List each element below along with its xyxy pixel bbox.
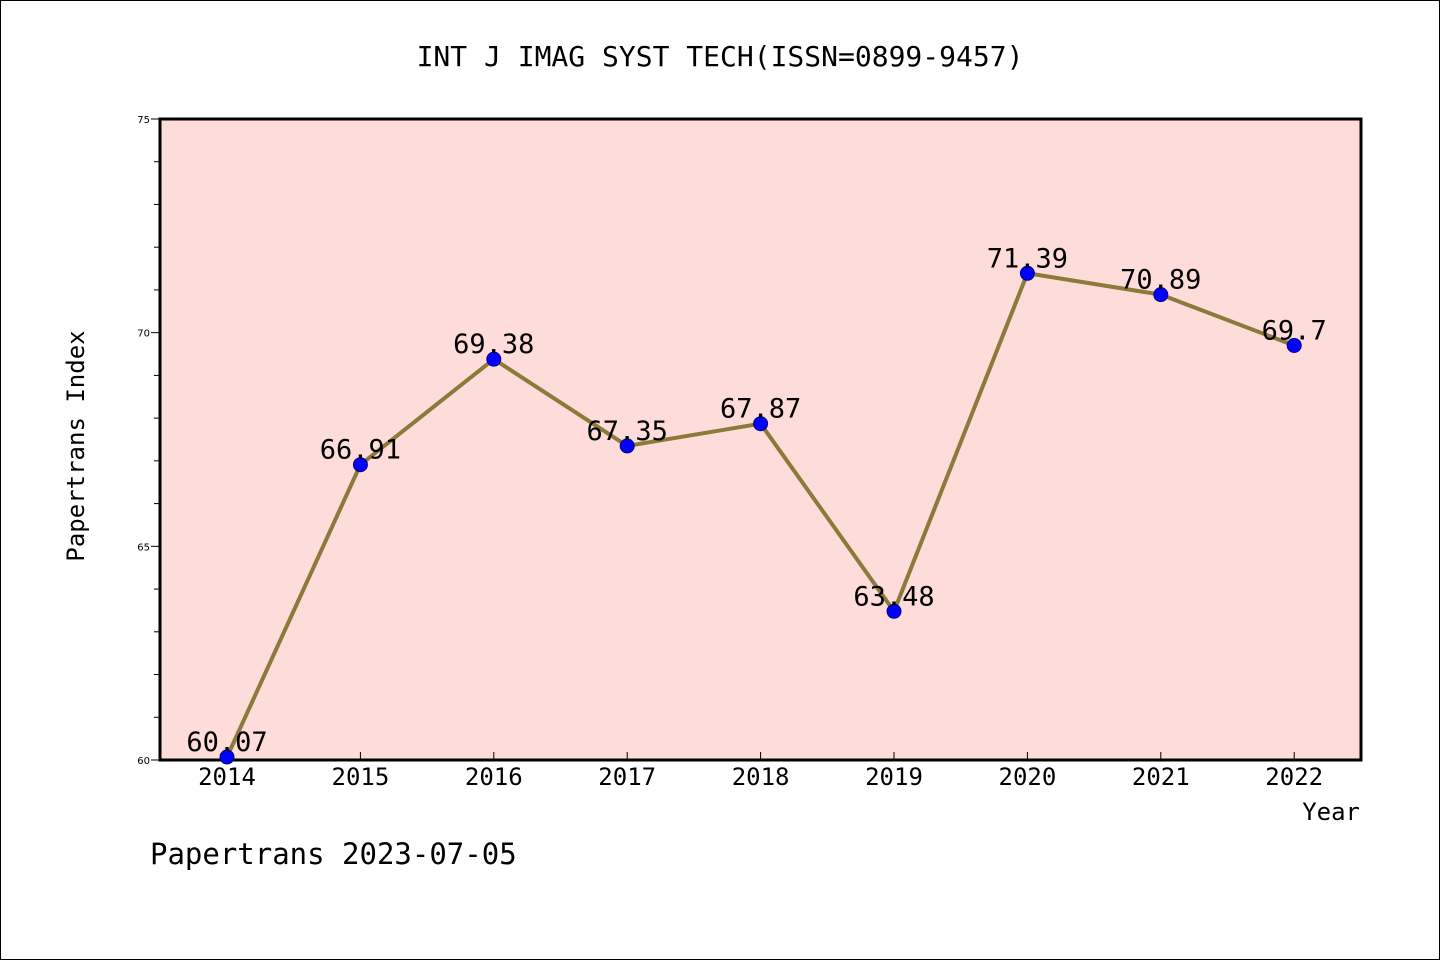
data-point xyxy=(219,749,235,765)
data-label: 67.35 xyxy=(587,416,668,447)
data-point xyxy=(486,351,502,367)
y-axis-label: Papertrans Index xyxy=(62,330,90,561)
series-layer: 60.07 66.91 69.38 67.35 67.87 63.48 71.39 70.89… xyxy=(186,243,1327,765)
data-label: 69.7 xyxy=(1262,315,1327,346)
x-tick-label: 2014 xyxy=(198,763,256,791)
x-tick-label: 2019 xyxy=(865,763,923,791)
data-label: 71.39 xyxy=(987,243,1068,274)
data-point xyxy=(619,438,635,454)
data-label: 63.48 xyxy=(853,581,934,612)
data-point xyxy=(1019,265,1035,281)
x-tick-label: 2021 xyxy=(1132,763,1190,791)
x-tick-label: 2020 xyxy=(999,763,1057,791)
chart-title: INT J IMAG SYST TECH(ISSN=0899-9457) xyxy=(417,40,1024,73)
x-tick-label: 2022 xyxy=(1265,763,1323,791)
y-tick-label: 70 xyxy=(137,329,150,340)
y-axis: 60 65 70 75 xyxy=(137,115,160,767)
x-tick-label: 2017 xyxy=(598,763,656,791)
x-axis: 2014 2015 2016 2017 2018 2019 2020 2021 2022 xyxy=(198,752,1323,791)
data-label: 69.38 xyxy=(453,329,534,360)
x-tick-label: 2016 xyxy=(465,763,523,791)
plot-area xyxy=(158,117,1363,762)
data-point xyxy=(1153,287,1169,303)
data-label: 66.91 xyxy=(320,435,401,466)
data-point xyxy=(352,457,368,473)
y-tick-label: 65 xyxy=(137,542,150,553)
data-point xyxy=(886,603,902,619)
data-point xyxy=(753,416,769,432)
x-tick-label: 2015 xyxy=(332,763,390,791)
x-axis-label: Year xyxy=(1302,798,1360,826)
data-label: 60.07 xyxy=(186,727,267,758)
y-tick-label: 60 xyxy=(137,756,150,767)
data-label: 70.89 xyxy=(1120,265,1201,296)
footer-text: Papertrans 2023-07-05 xyxy=(150,837,517,871)
data-label: 67.87 xyxy=(720,394,801,425)
data-point xyxy=(1286,337,1302,353)
x-tick-label: 2018 xyxy=(732,763,790,791)
y-tick-label: 75 xyxy=(137,115,150,126)
